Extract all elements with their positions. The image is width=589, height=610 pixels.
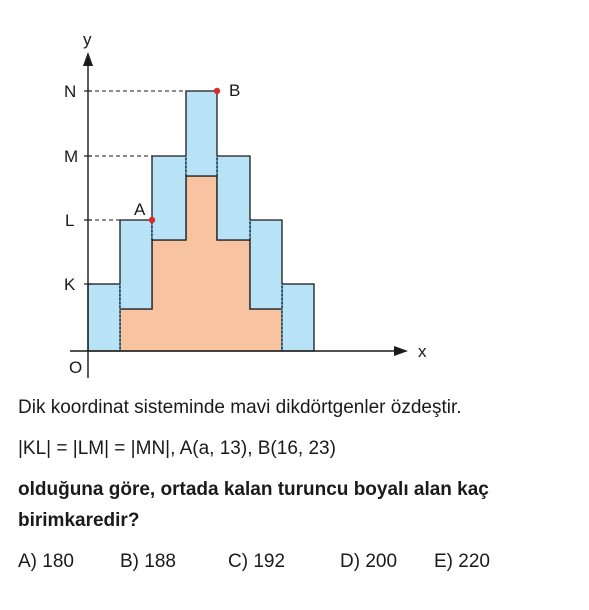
tick-label-k: K [64, 275, 76, 294]
point-b [213, 87, 221, 95]
choice-a[interactable]: A) 180 [18, 551, 74, 572]
choice-c[interactable]: C) 192 [228, 551, 286, 572]
question-line-1: Dik koordinat sisteminde mavi dikdörtgen… [18, 397, 462, 418]
point-a [148, 216, 156, 224]
coordinate-figure: y x O N M L K A B [64, 30, 427, 378]
point-b-label: B [229, 81, 240, 100]
question-line-2: |KL| = |LM| = |MN|, A(a, 13), B(16, 23) [18, 438, 336, 459]
y-ticks [84, 90, 92, 285]
question-line-3: olduğuna göre, ortada kalan turuncu boya… [18, 479, 489, 500]
tick-label-n: N [64, 82, 76, 101]
origin-label: O [69, 358, 82, 377]
choice-e[interactable]: E) 220 [434, 551, 490, 572]
blue-rectangles [87, 90, 315, 352]
x-axis-label: x [418, 342, 427, 361]
y-axis-label: y [83, 30, 92, 49]
tick-label-l: L [65, 211, 74, 230]
hidden-edges [119, 156, 283, 351]
choice-d[interactable]: D) 200 [340, 551, 398, 572]
choice-b[interactable]: B) 188 [120, 551, 176, 572]
tick-label-m: M [64, 147, 78, 166]
point-a-label: A [134, 200, 146, 219]
question-line-4: birimkaredir? [18, 510, 140, 531]
guide-lines [88, 90, 186, 221]
